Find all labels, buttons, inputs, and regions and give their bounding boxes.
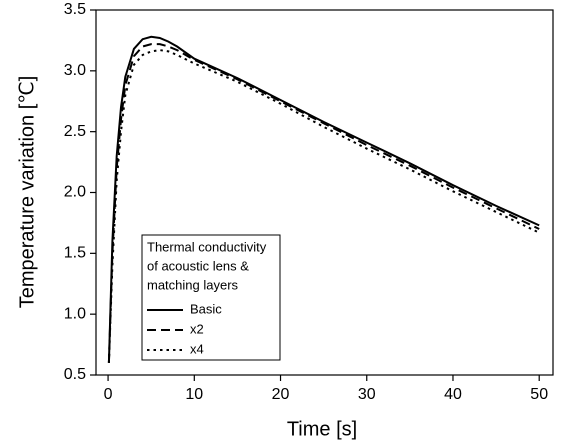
legend-title: Thermal conductivity xyxy=(147,239,267,254)
x-tick-label: 0 xyxy=(104,386,113,403)
legend-label: Basic xyxy=(190,301,222,316)
y-tick-label: 0.5 xyxy=(64,366,86,383)
y-tick-label: 2.0 xyxy=(64,184,86,201)
y-tick-label: 1.5 xyxy=(64,245,86,262)
y-tick-label: 1.0 xyxy=(64,305,86,322)
legend-title: of acoustic lens & xyxy=(147,258,249,273)
legend-title: matching layers xyxy=(147,277,239,292)
x-tick-label: 10 xyxy=(185,386,203,403)
series-line xyxy=(107,43,540,363)
y-tick-label: 2.5 xyxy=(64,123,86,140)
x-tick-label: 40 xyxy=(444,386,462,403)
legend-label: x4 xyxy=(190,341,204,356)
y-tick-label: 3.0 xyxy=(64,62,86,79)
legend-box xyxy=(141,234,281,361)
x-tick-label: 50 xyxy=(530,386,548,403)
x-axis-label: Time [s] xyxy=(287,418,357,440)
y-axis-label: Temperature variation [℃] xyxy=(16,76,38,309)
legend-label: x2 xyxy=(190,321,204,336)
x-tick-label: 30 xyxy=(358,386,376,403)
y-tick-label: 3.5 xyxy=(64,1,86,18)
series-line xyxy=(107,35,540,363)
x-tick-label: 20 xyxy=(272,386,290,403)
